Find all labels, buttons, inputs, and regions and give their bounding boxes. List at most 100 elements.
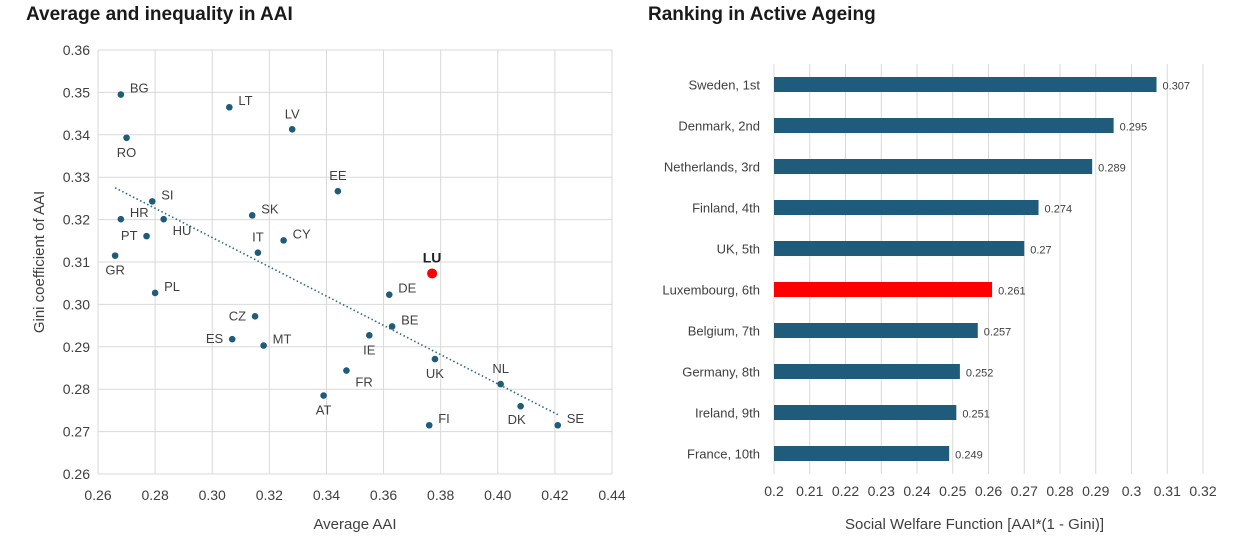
bar-x-tick-label: 0.24 [903, 483, 930, 499]
scatter-x-tick-label: 0.44 [598, 487, 625, 503]
scatter-gridlines [97, 49, 613, 475]
scatter-x-axis-label: Average AAI [313, 516, 396, 533]
scatter-point-gr [111, 252, 119, 259]
scatter-point-label: LV [285, 106, 300, 121]
scatter-point-pl [151, 289, 159, 297]
scatter-point-label: BE [401, 312, 419, 327]
scatter-point-label: NL [492, 361, 509, 376]
bar-value-label: 0.249 [955, 450, 983, 462]
scatter-point-label: EE [329, 168, 347, 183]
bar-x-tick-label: 0.29 [1082, 483, 1109, 499]
bar-value-label: 0.252 [966, 368, 994, 380]
scatter-point-ee [334, 187, 342, 195]
scatter-point-uk [431, 355, 439, 363]
bar-category-label: UK, 5th [717, 242, 760, 257]
scatter-point-cz [251, 312, 259, 320]
scatter-point-hr [117, 215, 125, 223]
bar-x-tick-label: 0.3 [1122, 483, 1142, 499]
bar-category-label: Luxembourg, 6th [662, 283, 760, 298]
scatter-y-tick-label: 0.26 [63, 466, 90, 482]
scatter-point-label: IT [252, 230, 264, 245]
scatter-point-lv [288, 125, 296, 133]
scatter-point-label: RO [117, 145, 137, 160]
bar-4 [774, 241, 1025, 256]
scatter-point-label: HU [173, 223, 192, 238]
scatter-chart-title: Average and inequality in AAI [26, 4, 293, 25]
bar-category-label: Germany, 8th [682, 365, 760, 380]
bar-1 [774, 118, 1114, 133]
scatter-point-label: LU [423, 249, 442, 265]
scatter-trendline [114, 187, 559, 416]
bar-series: Sweden, 1st 0.307 Denmark, 2nd 0.295 Netherl… [662, 77, 1190, 462]
bar-category-label: Sweden, 1st [688, 78, 760, 93]
scatter-point-at [320, 392, 327, 399]
bar-value-label: 0.257 [984, 327, 1012, 339]
scatter-point-label: SK [261, 201, 279, 216]
scatter-point-label: UK [426, 366, 444, 381]
scatter-point-lu [427, 268, 438, 279]
bar-value-label: 0.289 [1098, 163, 1126, 175]
scatter-point-ie [365, 332, 373, 339]
scatter-x-tick-label: 0.28 [141, 487, 168, 503]
scatter-point-bg [117, 91, 125, 98]
scatter-x-tick-label: 0.30 [199, 487, 226, 503]
scatter-x-tick-label: 0.42 [541, 487, 568, 503]
scatter-point-label: GR [105, 263, 125, 278]
bar-x-tick-label: 0.21 [796, 483, 823, 499]
scatter-y-tick-label: 0.29 [63, 339, 90, 355]
scatter-y-tick-label: 0.33 [63, 169, 90, 185]
bar-x-tick-label: 0.27 [1011, 483, 1038, 499]
scatter-point-hu [160, 215, 167, 223]
scatter-point-label: ES [206, 331, 224, 346]
bar-x-tick-label: 0.23 [868, 483, 895, 499]
scatter-point-label: IE [363, 342, 376, 357]
bar-chart-title: Ranking in Active Ageing [648, 4, 876, 25]
scatter-point-label: CZ [229, 308, 246, 323]
bar-6 [774, 323, 978, 338]
scatter-point-fi [425, 421, 433, 429]
scatter-points: BG RO LT LV EE SI HR HU SK PT GR IT CY LU PL DE CZ BE ES MT… [105, 81, 584, 429]
scatter-point-nl [497, 380, 504, 388]
scatter-point-label: FI [438, 411, 450, 426]
scatter-x-tick-label: 0.26 [84, 487, 111, 503]
scatter-point-label: HR [130, 205, 149, 220]
scatter-point-it [254, 249, 262, 256]
bar-value-label: 0.274 [1045, 204, 1073, 216]
bar-category-label: France, 10th [687, 447, 760, 462]
scatter-point-de [385, 291, 393, 298]
scatter-point-be [388, 323, 396, 330]
scatter-point-label: MT [273, 332, 292, 347]
scatter-point-sk [248, 212, 256, 219]
scatter-point-label: AT [316, 403, 332, 418]
bar-x-tick-label: 0.32 [1189, 483, 1216, 499]
bar-0 [774, 77, 1157, 92]
scatter-x-tick-label: 0.34 [313, 487, 340, 503]
scatter-point-si [148, 198, 156, 205]
bar-x-tick-label: 0.25 [939, 483, 966, 499]
scatter-point-lt [226, 103, 233, 111]
scatter-point-label: LT [238, 93, 252, 108]
scatter-point-label: PL [164, 279, 180, 294]
scatter-point-cy [280, 237, 287, 244]
bar-value-label: 0.251 [962, 409, 990, 421]
scatter-point-label: CY [293, 226, 311, 241]
bar-value-label: 0.307 [1163, 81, 1191, 93]
scatter-chart: 0.26 0.28 0.30 0.32 0.34 0.36 0.38 0.40 0.42 0.44… [31, 42, 626, 533]
scatter-point-label: DK [508, 412, 526, 427]
scatter-point-dk [517, 402, 524, 410]
bar-x-tick-label: 0.31 [1154, 483, 1181, 499]
bar-value-label: 0.261 [998, 286, 1026, 298]
scatter-y-axis-label: Gini coefficient of AAI [31, 191, 48, 333]
scatter-point-fr [343, 367, 350, 374]
scatter-y-tick-label: 0.27 [63, 424, 90, 440]
scatter-point-es [228, 335, 236, 343]
scatter-y-tick-label: 0.30 [63, 296, 90, 312]
scatter-point-pt [143, 232, 150, 240]
scatter-y-tick-label: 0.36 [63, 42, 90, 58]
scatter-x-tick-label: 0.36 [370, 487, 397, 503]
scatter-point-label: FR [355, 375, 372, 390]
scatter-point-label: SE [567, 411, 585, 426]
scatter-point-mt [260, 342, 267, 349]
bar-category-label: Belgium, 7th [688, 324, 760, 339]
